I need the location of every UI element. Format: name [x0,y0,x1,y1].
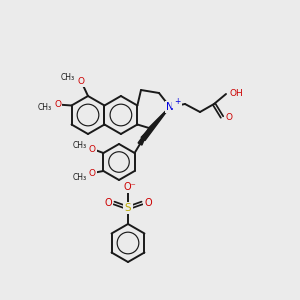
Text: O: O [226,112,233,122]
Text: +: + [174,98,180,106]
Text: S: S [125,203,131,213]
Text: O: O [77,76,85,85]
Text: CH₃: CH₃ [72,140,86,149]
Text: OH: OH [230,89,244,98]
Text: CH₃: CH₃ [72,173,86,182]
Polygon shape [138,128,149,145]
Text: CH₃: CH₃ [38,103,52,112]
Text: CH₃: CH₃ [61,73,75,82]
Text: N: N [166,102,174,112]
Text: O: O [144,198,152,208]
Text: O: O [89,145,96,154]
Text: O: O [54,100,61,109]
Text: O: O [89,169,96,178]
Text: O⁻: O⁻ [124,182,136,192]
Polygon shape [141,107,170,141]
Text: O: O [104,198,112,208]
